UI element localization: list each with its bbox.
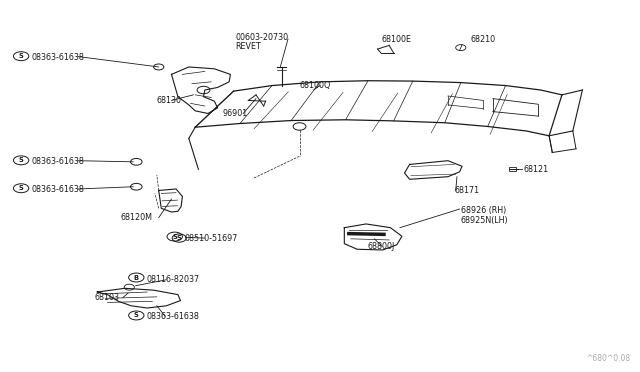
Text: 08510-51697: 08510-51697: [185, 234, 238, 243]
Text: 68121: 68121: [524, 165, 548, 174]
Text: B: B: [134, 275, 139, 280]
Text: 68171: 68171: [454, 186, 479, 195]
Text: 08363-61638: 08363-61638: [31, 185, 84, 194]
Text: 68103: 68103: [95, 293, 120, 302]
Text: 08116-82037: 08116-82037: [147, 275, 200, 283]
Text: S: S: [134, 312, 139, 318]
Text: 68100E: 68100E: [381, 35, 412, 44]
Text: 08363-61638: 08363-61638: [147, 312, 200, 321]
Text: 08363-61638: 08363-61638: [31, 53, 84, 62]
Text: S: S: [19, 157, 24, 163]
Text: S: S: [172, 234, 177, 240]
Text: REVET: REVET: [236, 42, 261, 51]
Text: ^680^0.08: ^680^0.08: [586, 354, 630, 363]
Text: 68210: 68210: [470, 35, 495, 44]
Text: 08363-61638: 08363-61638: [31, 157, 84, 166]
Text: 68130: 68130: [157, 96, 182, 105]
Text: 68926 (RH): 68926 (RH): [461, 206, 506, 215]
Text: 68800J: 68800J: [368, 242, 396, 251]
Text: S: S: [19, 53, 24, 59]
Text: 68100Q: 68100Q: [300, 81, 331, 90]
Text: S: S: [177, 235, 182, 241]
Text: 68120M: 68120M: [120, 213, 152, 222]
Text: 00603-20730: 00603-20730: [236, 33, 289, 42]
Text: S: S: [19, 185, 24, 191]
Text: 96901: 96901: [223, 109, 248, 118]
Text: 68925N(LH): 68925N(LH): [461, 216, 508, 225]
